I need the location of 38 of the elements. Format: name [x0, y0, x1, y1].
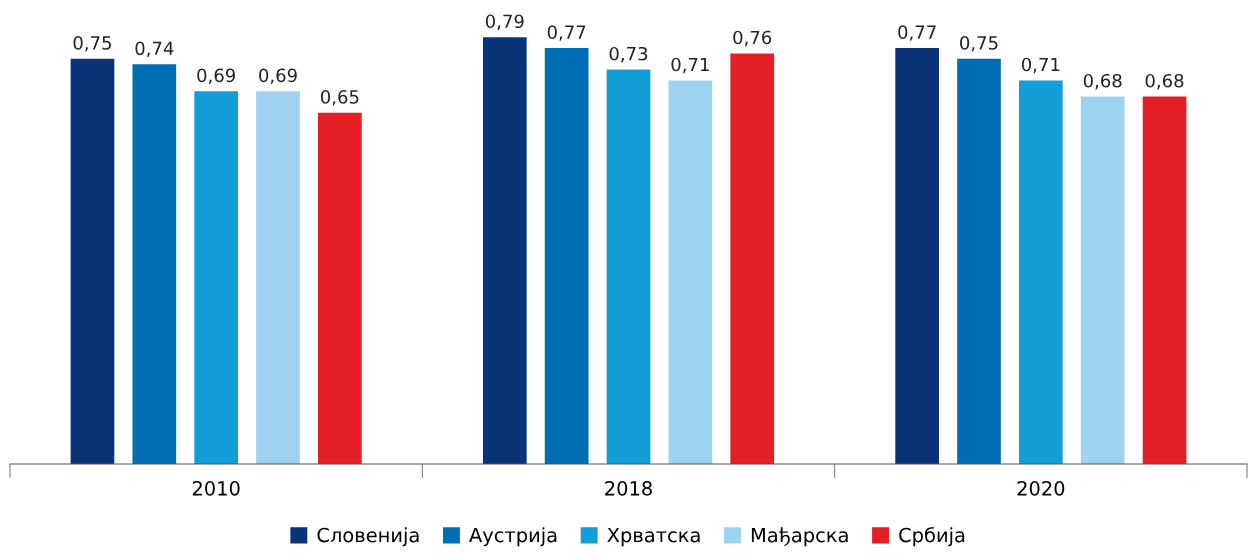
data-label: 0,71	[671, 57, 709, 74]
bar	[132, 64, 177, 464]
bar	[482, 37, 527, 464]
legend-label: Мађарска	[751, 527, 848, 547]
bar	[730, 53, 775, 464]
data-label: 0,68	[1145, 73, 1184, 90]
x-tick-label: 2018	[605, 481, 652, 496]
bar	[70, 58, 115, 464]
bar	[1080, 96, 1125, 464]
data-label: 0,77	[547, 25, 586, 41]
data-label: 0,79	[485, 14, 524, 30]
legend-label: Хрватска	[607, 527, 700, 547]
data-label: 0,77	[898, 25, 936, 41]
bar	[318, 112, 362, 464]
data-label: 0,65	[320, 90, 359, 106]
data-label: 0,76	[733, 30, 772, 47]
legend-label: Србија	[899, 527, 965, 547]
x-tick-label: 2010	[192, 481, 240, 496]
legend-label: Словенија	[317, 527, 419, 547]
data-label: 0,74	[135, 41, 174, 57]
bar	[957, 58, 1001, 464]
bar	[194, 91, 239, 464]
data-label: 0,75	[960, 36, 998, 52]
legend-label: Аустрија	[469, 527, 557, 547]
data-label: 0,69	[197, 68, 235, 84]
bar	[606, 69, 651, 464]
bar	[1142, 96, 1187, 464]
x-tick-label: 2020	[1017, 481, 1065, 496]
bar	[668, 80, 713, 464]
data-label: 0,75	[73, 36, 111, 52]
data-label: 0,73	[609, 46, 648, 63]
bar	[1018, 80, 1063, 464]
data-label: 0,68	[1083, 73, 1122, 90]
data-label: 0,71	[1021, 57, 1060, 74]
bar	[256, 91, 300, 464]
bar	[544, 47, 589, 464]
bar	[895, 47, 939, 464]
data-label: 0,69	[259, 68, 297, 84]
